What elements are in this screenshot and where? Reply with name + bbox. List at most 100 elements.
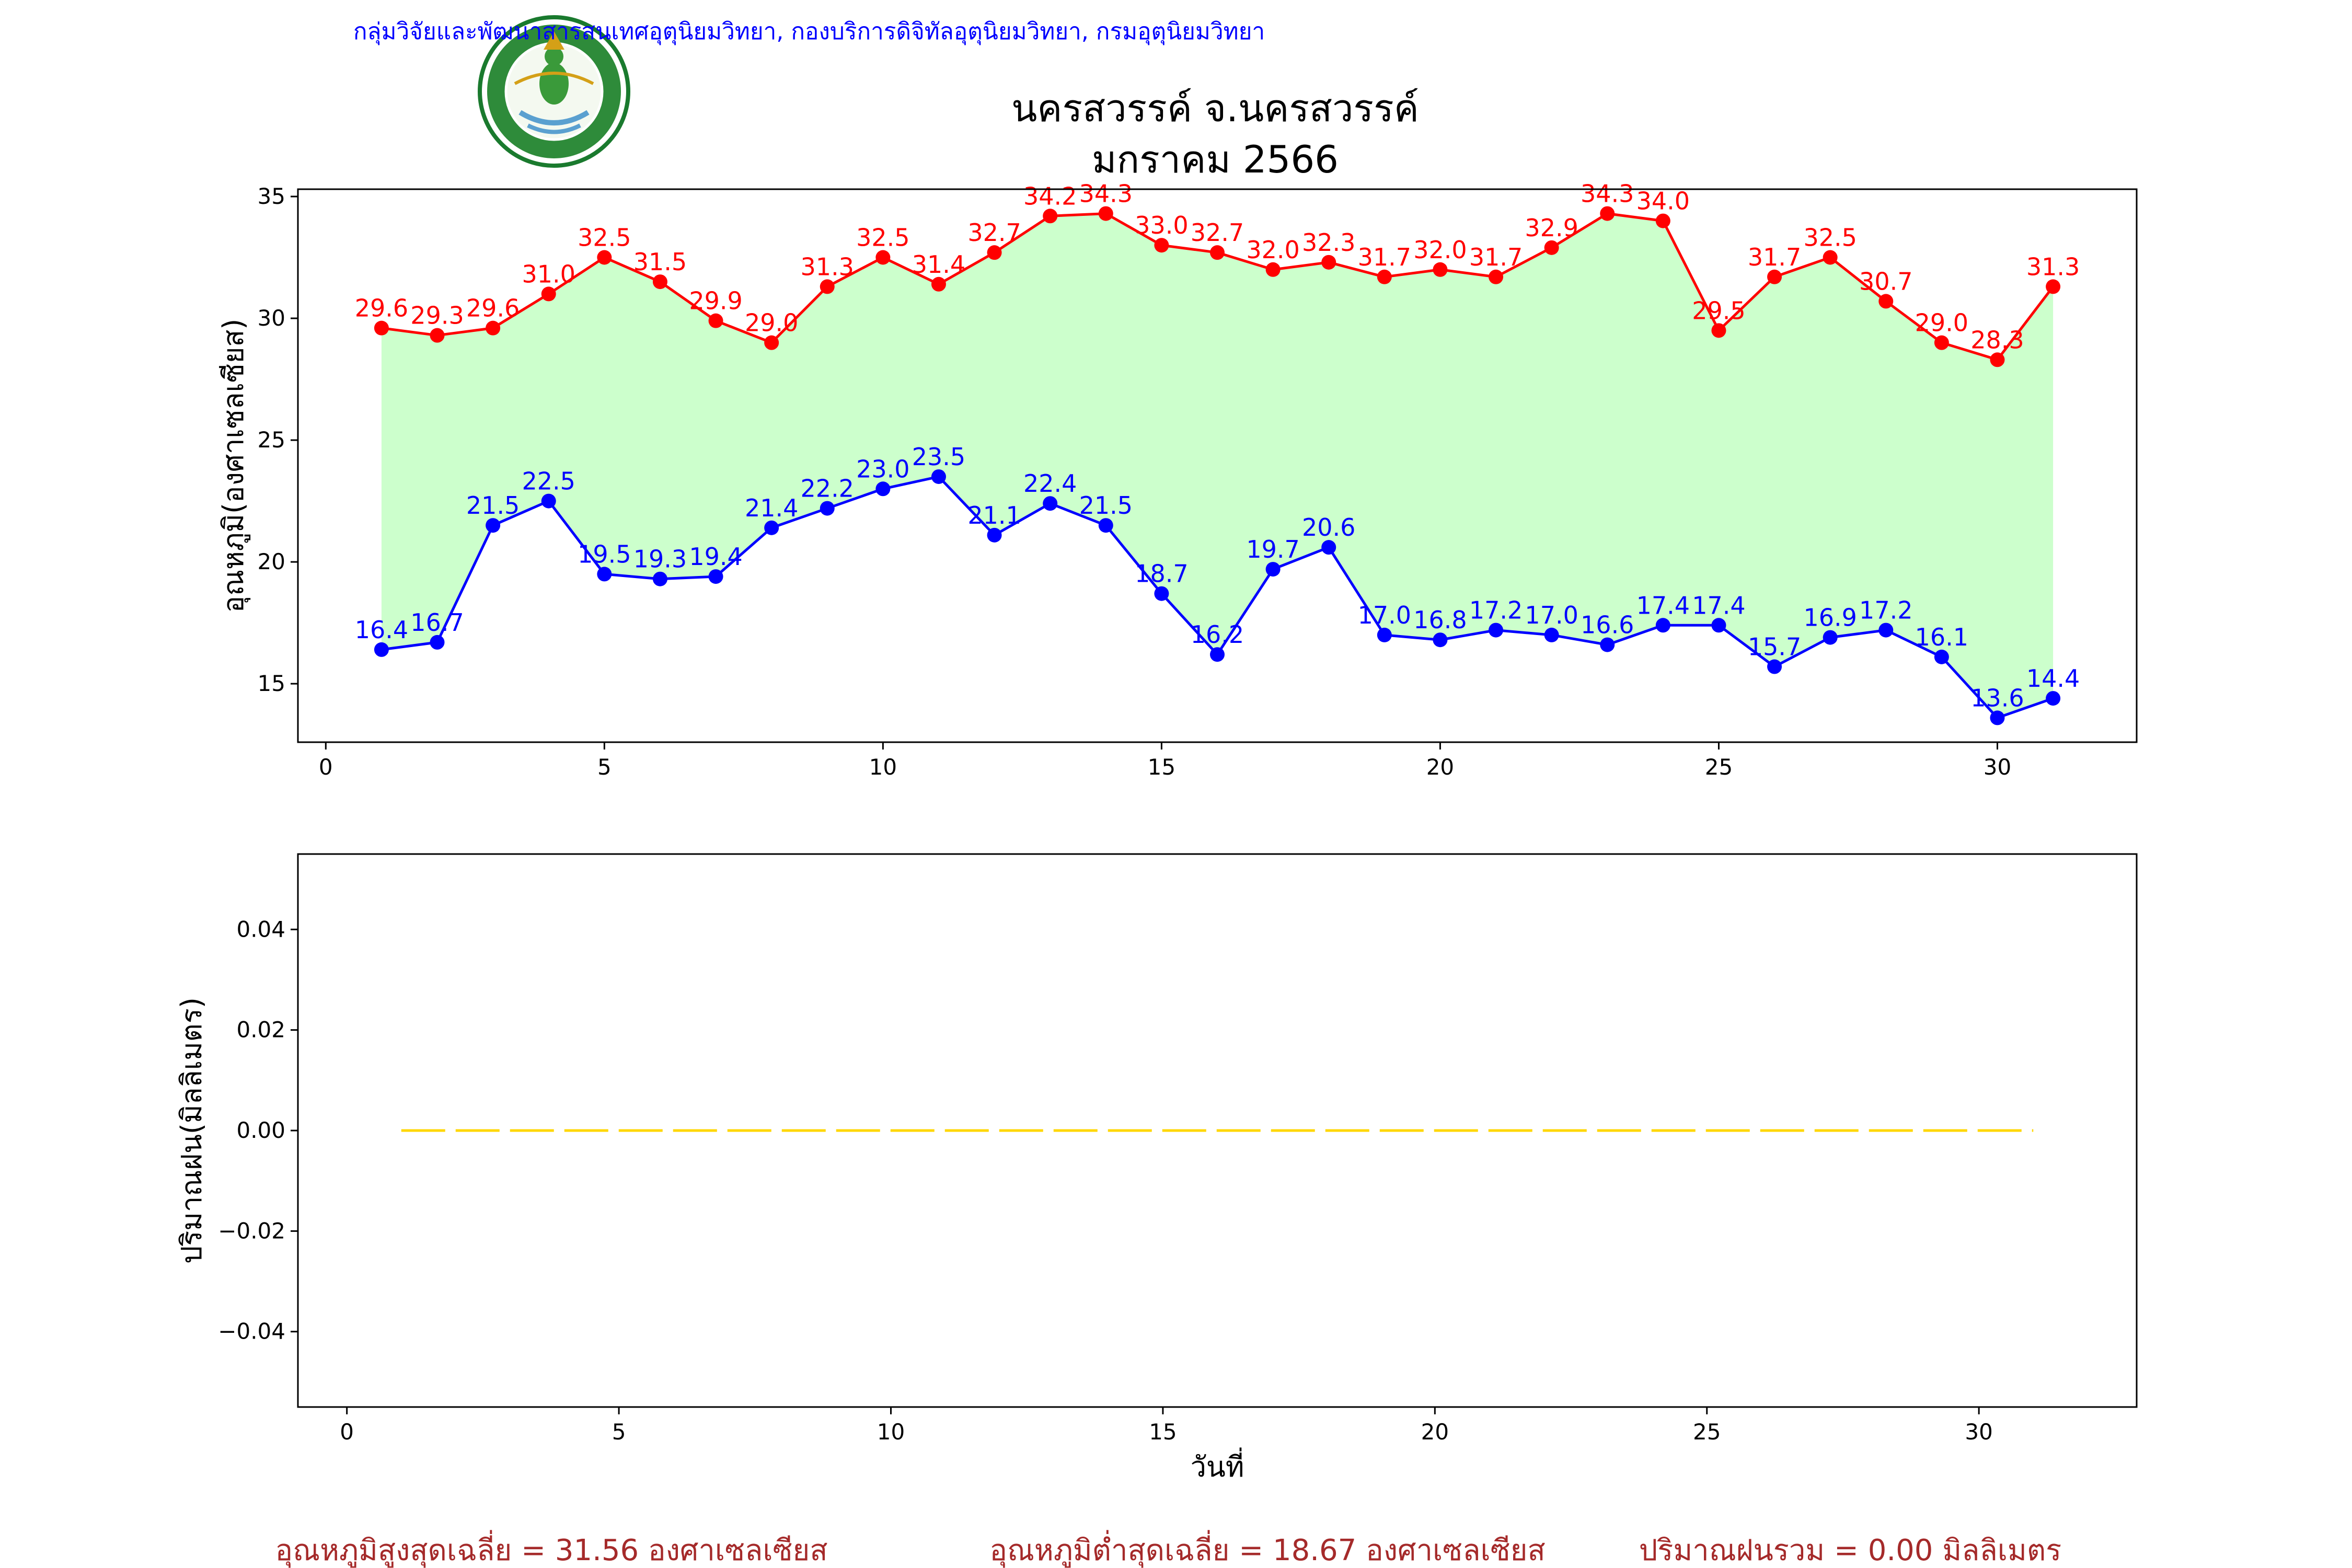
min-temperature-point [430, 635, 445, 650]
min-temperature-data-label: 20.6 [1302, 513, 1355, 541]
logo [478, 15, 630, 168]
min-temperature-data-label: 23.0 [856, 455, 909, 483]
x-axis-ticks: 0 5 10 15 20 25 30 [340, 1407, 1993, 1445]
max-temperature-data-label: 33.0 [1135, 211, 1188, 239]
rainfall-y-axis-label: ปริมาณฝน(มิลลิเมตร) [175, 997, 208, 1264]
temperature-y-axis-label: อุณหภูมิ(องศาเซลเซียส) [217, 319, 251, 613]
min-temperature-point [1990, 710, 2005, 725]
range-fill-area [381, 213, 2054, 718]
max-temperature-point [1377, 269, 1392, 284]
max-temperature-data-label: 34.3 [1581, 180, 1634, 208]
max-temperature-data-label: 31.5 [633, 248, 687, 276]
summary-rain-total: ปริมาณฝนรวม = 0.00 มิลลิเมตร [1639, 1534, 2062, 1567]
min-temperature-point [875, 481, 891, 497]
min-temperature-point [486, 518, 501, 533]
max-temperature-point [1489, 269, 1504, 284]
min-temperature-data-label: 16.9 [1803, 604, 1857, 632]
max-temperature-point [541, 286, 556, 302]
max-temperature-data-label: 29.0 [745, 309, 798, 337]
x-tick-label: 25 [1693, 1419, 1721, 1445]
max-temperature-data-label: 32.3 [1302, 228, 1355, 257]
min-temperature-data-label: 16.7 [410, 608, 464, 637]
max-temperature-point [597, 250, 612, 265]
x-tick-label: 5 [597, 754, 612, 780]
min-temperature-point [1711, 618, 1726, 633]
max-temperature-point [820, 279, 835, 294]
min-temperature-data-label: 19.4 [689, 543, 742, 571]
max-temperature-point [2046, 279, 2061, 294]
temperature-points [374, 206, 2061, 725]
max-temperature-point [1210, 245, 1225, 260]
max-temperature-data-label: 29.3 [410, 302, 464, 330]
min-temperature-point [820, 501, 835, 516]
min-temperature-point [708, 569, 723, 584]
min-temperature-point [1210, 647, 1225, 662]
min-temperature-point [931, 469, 946, 484]
y-tick-label: 30 [258, 305, 285, 331]
y-tick-label: 0.02 [236, 1017, 285, 1043]
max-temperature-point [931, 276, 946, 292]
y-axis-ticks: 15 20 25 30 35 [258, 183, 298, 696]
min-temperature-point [1767, 659, 1782, 674]
max-temperature-data-label: 31.3 [801, 252, 854, 281]
max-temperature-point [1767, 269, 1782, 284]
min-temperature-data-label: 17.0 [1525, 601, 1578, 629]
org-line: กลุ่มวิจัยและพัฒนาสารสนเทศอุตุนิยมวิทยา,… [353, 18, 1265, 45]
min-temperature-data-label: 17.2 [1469, 596, 1523, 625]
min-temperature-data-label: 23.5 [912, 443, 965, 471]
max-temperature-point [430, 328, 445, 343]
x-tick-label: 30 [1965, 1419, 1992, 1445]
y-tick-label: 35 [258, 183, 285, 209]
max-temperature-data-label: 30.7 [1859, 267, 1912, 295]
max-temperature-point [764, 335, 779, 350]
max-temperature-point [1934, 335, 1949, 350]
min-temperature-data-label: 17.4 [1692, 591, 1745, 619]
x-tick-label: 0 [340, 1419, 354, 1445]
min-temperature-point [1043, 496, 1058, 511]
max-temperature-point [1823, 250, 1838, 265]
x-tick-label: 20 [1426, 754, 1454, 780]
max-temperature-point [875, 250, 891, 265]
max-temperature-data-label: 32.5 [1803, 224, 1857, 252]
min-temperature-data-label: 16.8 [1413, 606, 1467, 634]
min-temperature-data-label: 22.4 [1023, 469, 1077, 498]
min-temperature-point [1098, 518, 1113, 533]
max-temperature-point [1655, 213, 1670, 228]
min-temperature-data-label: 21.1 [967, 501, 1021, 529]
min-temperature-point [987, 527, 1002, 543]
max-temperature-data-label: 29.5 [1692, 296, 1745, 325]
max-temperature-point [987, 245, 1002, 260]
min-temperature-data-label: 19.5 [578, 540, 631, 568]
max-temperature-data-label: 29.0 [1915, 309, 1968, 337]
min-temperature-data-label: 21.4 [745, 494, 798, 522]
chart-title-line2: มกราคม 2566 [1092, 137, 1339, 181]
x-tick-label: 25 [1705, 754, 1733, 780]
max-temperature-point [1433, 262, 1448, 277]
max-temperature-point [1098, 206, 1113, 221]
min-temperature-point [764, 520, 779, 535]
min-temperature-point [1934, 649, 1949, 664]
max-temperature-data-label: 31.7 [1469, 243, 1523, 271]
y-axis-ticks: 0.04 0.02 0.00 −0.02 −0.04 [218, 916, 298, 1344]
min-temperature-point [1154, 586, 1169, 601]
min-temperature-data-label: 18.7 [1135, 560, 1188, 588]
max-temperature-point [1990, 352, 2005, 367]
y-tick-label: 25 [258, 427, 285, 453]
min-temperature-point [1544, 627, 1559, 642]
max-temperature-data-label: 28.3 [1970, 326, 2024, 354]
min-temperature-data-label: 22.2 [801, 475, 854, 503]
max-temperature-point [1600, 206, 1615, 221]
min-temperature-data-label: 14.4 [2026, 664, 2080, 693]
min-temperature-data-label: 16.6 [1581, 611, 1634, 639]
rainfall-chart: 0 5 10 15 20 25 30 0.04 0.02 0.00 −0.02 −0.04 ปริม… [175, 853, 2138, 1483]
max-temperature-point [1544, 240, 1559, 255]
min-temperature-point [652, 571, 667, 586]
max-temperature-point [1711, 323, 1726, 338]
max-temperature-point [1043, 209, 1058, 224]
max-temperature-data-label: 34.0 [1636, 187, 1690, 215]
x-tick-label: 0 [319, 754, 333, 780]
max-temperature-data-label: 29.9 [689, 287, 742, 315]
min-temperature-data-label: 16.2 [1191, 620, 1244, 649]
max-temperature-point [652, 274, 667, 290]
